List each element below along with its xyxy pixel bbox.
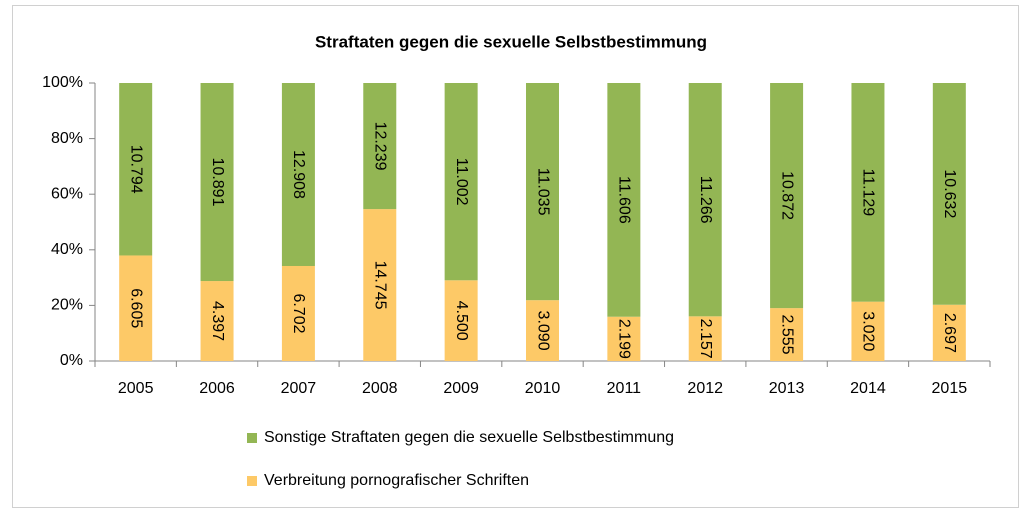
data-label: 12.239 xyxy=(372,122,389,171)
y-tick-label: 0% xyxy=(60,352,83,369)
x-tick-label: 2011 xyxy=(607,380,642,397)
data-label: 4.500 xyxy=(453,301,470,341)
bar-segment xyxy=(770,308,804,361)
data-label: 4.397 xyxy=(209,301,226,341)
data-label: 6.702 xyxy=(290,293,307,333)
data-label: 2.199 xyxy=(616,319,633,359)
x-tick-label: 2005 xyxy=(118,380,154,397)
bar-segment xyxy=(444,280,478,361)
legend-swatch xyxy=(247,476,257,486)
x-tick-label: 2015 xyxy=(932,380,968,397)
x-tick-label: 2013 xyxy=(769,380,805,397)
x-tick-label: 2010 xyxy=(525,380,561,397)
bar-segment xyxy=(770,83,804,309)
data-label: 3.090 xyxy=(534,311,551,351)
data-label: 3.020 xyxy=(860,311,877,351)
bar-segment xyxy=(688,83,722,317)
data-label: 11.606 xyxy=(616,176,633,224)
bar-segment xyxy=(200,281,234,361)
data-label: 2.157 xyxy=(697,319,714,359)
bar-segment xyxy=(688,316,722,361)
legend-label: Sonstige Straftaten gegen die sexuelle S… xyxy=(264,429,674,446)
data-label: 11.266 xyxy=(697,176,714,224)
x-tick-label: 2014 xyxy=(850,380,886,397)
bar-segment xyxy=(607,83,641,317)
data-label: 10.794 xyxy=(127,145,144,194)
chart-border xyxy=(12,5,1019,508)
bar-segment xyxy=(851,83,885,302)
x-tick-label: 2008 xyxy=(362,380,398,397)
data-label: 6.605 xyxy=(127,288,144,328)
bar-segment xyxy=(932,304,966,361)
data-label: 12.908 xyxy=(290,150,307,199)
data-label: 14.745 xyxy=(372,261,389,310)
bar-segment xyxy=(526,83,559,301)
data-label: 10.872 xyxy=(778,171,795,220)
bar-segment xyxy=(851,301,885,361)
bar-segment xyxy=(526,300,559,361)
data-label: 11.002 xyxy=(453,158,470,206)
data-label: 10.632 xyxy=(941,169,958,218)
bar-segment xyxy=(444,83,478,281)
bar-segment xyxy=(281,83,315,266)
x-tick-label: 2006 xyxy=(199,380,235,397)
y-tick-label: 100% xyxy=(42,74,83,91)
bar-segment xyxy=(281,265,315,361)
bar-segment xyxy=(363,83,397,210)
y-tick-label: 20% xyxy=(51,297,83,314)
bar-segment xyxy=(932,83,966,305)
x-tick-label: 2007 xyxy=(281,380,317,397)
data-label: 2.555 xyxy=(778,315,795,355)
x-tick-label: 2009 xyxy=(443,380,479,397)
bar-segment xyxy=(200,83,234,282)
y-tick-label: 60% xyxy=(51,185,83,202)
bar-segment xyxy=(607,316,641,361)
bar-segment xyxy=(119,255,153,361)
legend-label: Verbreitung pornografischer Schriften xyxy=(264,472,529,489)
x-tick-label: 2012 xyxy=(687,380,723,397)
data-label: 11.129 xyxy=(860,168,877,216)
data-label: 2.697 xyxy=(941,313,958,353)
y-tick-label: 80% xyxy=(51,130,83,147)
data-label: 10.891 xyxy=(209,158,226,207)
legend-swatch xyxy=(247,433,257,443)
bar-segment xyxy=(119,83,153,256)
y-tick-label: 40% xyxy=(51,241,83,258)
bar-segment xyxy=(363,209,397,361)
chart-title: Straftaten gegen die sexuelle Selbstbest… xyxy=(315,32,707,51)
data-label: 11.035 xyxy=(534,168,551,216)
